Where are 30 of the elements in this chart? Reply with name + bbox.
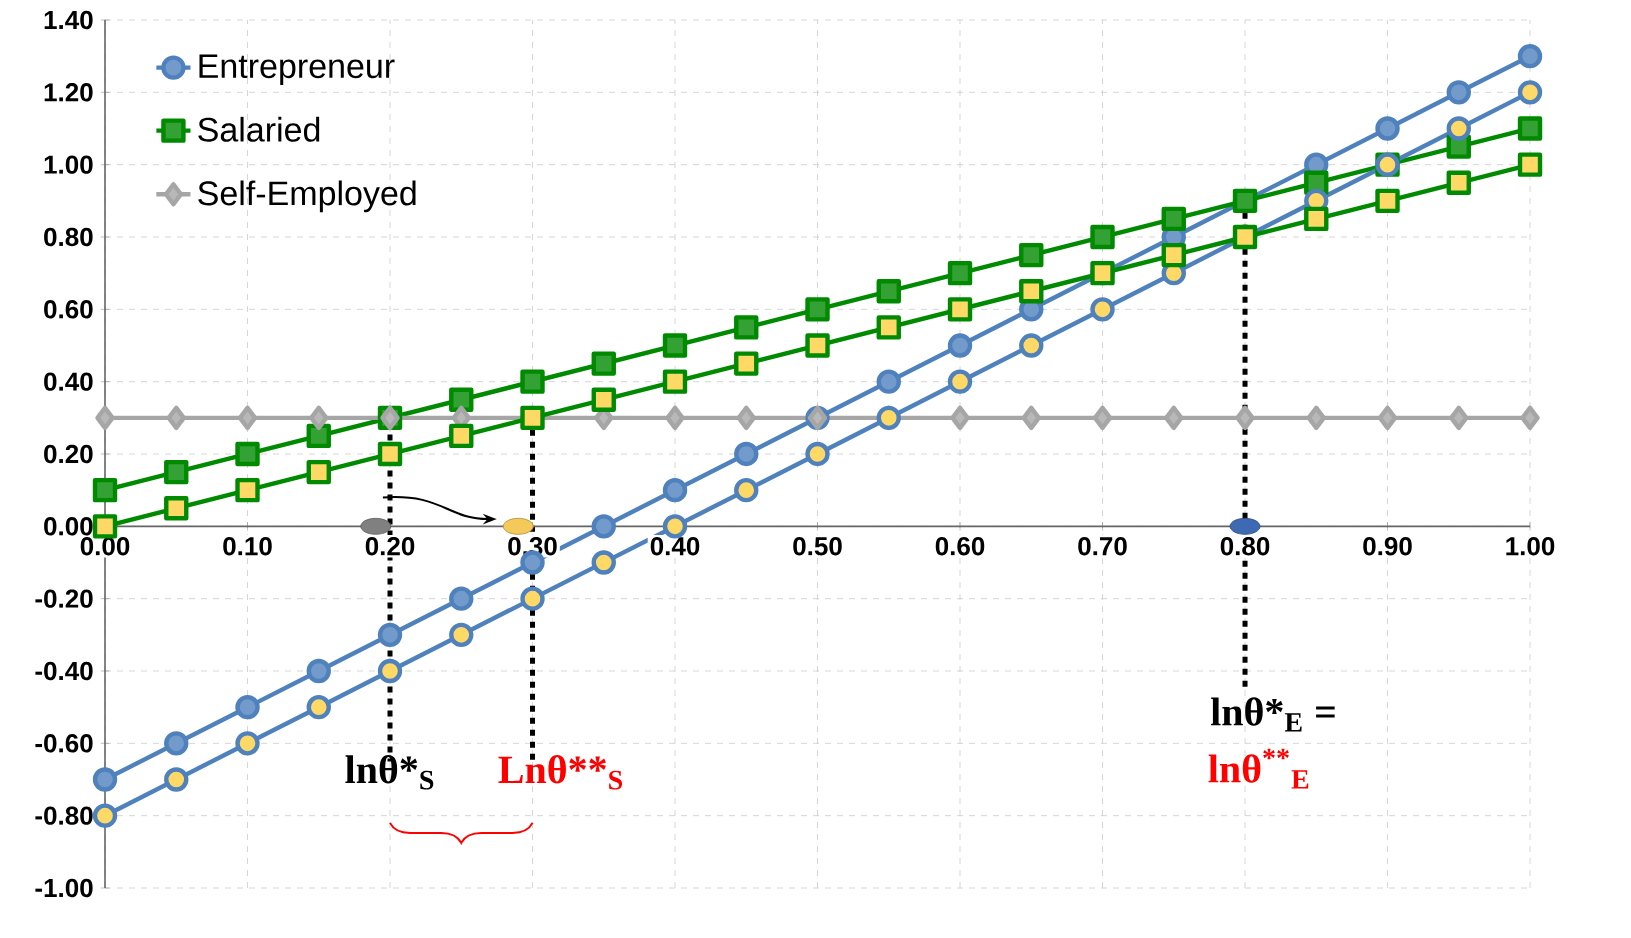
y-tick-label: -0.60: [35, 734, 93, 753]
y-tick-label: -0.20: [35, 589, 93, 608]
legend-label: Self-Employed: [198, 180, 416, 213]
x-tick-label: 0.60: [935, 536, 985, 556]
y-tick-label: 1.40: [44, 10, 93, 30]
y-tick-label: 0.00: [44, 517, 93, 536]
legend-label: Salaried: [198, 116, 320, 142]
y-tick-label: 1.00: [44, 155, 93, 174]
x-tick-label: 0.10: [223, 536, 272, 556]
x-tick-label: 0.40: [650, 536, 700, 556]
x-tick-label: 0.50: [793, 536, 842, 556]
x-tick-label: 0.70: [1078, 536, 1127, 556]
y-tick-label: 0.60: [44, 300, 93, 319]
y-tick-label: -0.80: [35, 806, 93, 825]
y-tick-label: 1.20: [44, 83, 93, 102]
x-tick-label: 0.80: [1220, 536, 1270, 556]
x-tick-label: 0.90: [1363, 536, 1412, 556]
annotation: Lnθ**$_{S}$: [498, 755, 623, 790]
y-tick-label: -1.00: [35, 878, 93, 898]
y-tick-label: -0.40: [35, 661, 93, 681]
y-tick-label: 0.40: [44, 372, 93, 391]
annotation: lnθ*$_{E}$ =: [1210, 697, 1335, 732]
x-tick-label: 0.00: [80, 536, 130, 556]
annotation: lnθ$^{**}$E: [1208, 748, 1309, 789]
y-tick-label: 0.80: [44, 227, 93, 247]
y-tick-label: 0.20: [44, 444, 93, 464]
x-tick-label: 0.20: [365, 536, 415, 556]
legend-label: Entrepreneur: [199, 54, 395, 85]
x-tick-label: 1.00: [1506, 536, 1555, 556]
annotation: lnθ*$_{S}$: [345, 755, 434, 790]
